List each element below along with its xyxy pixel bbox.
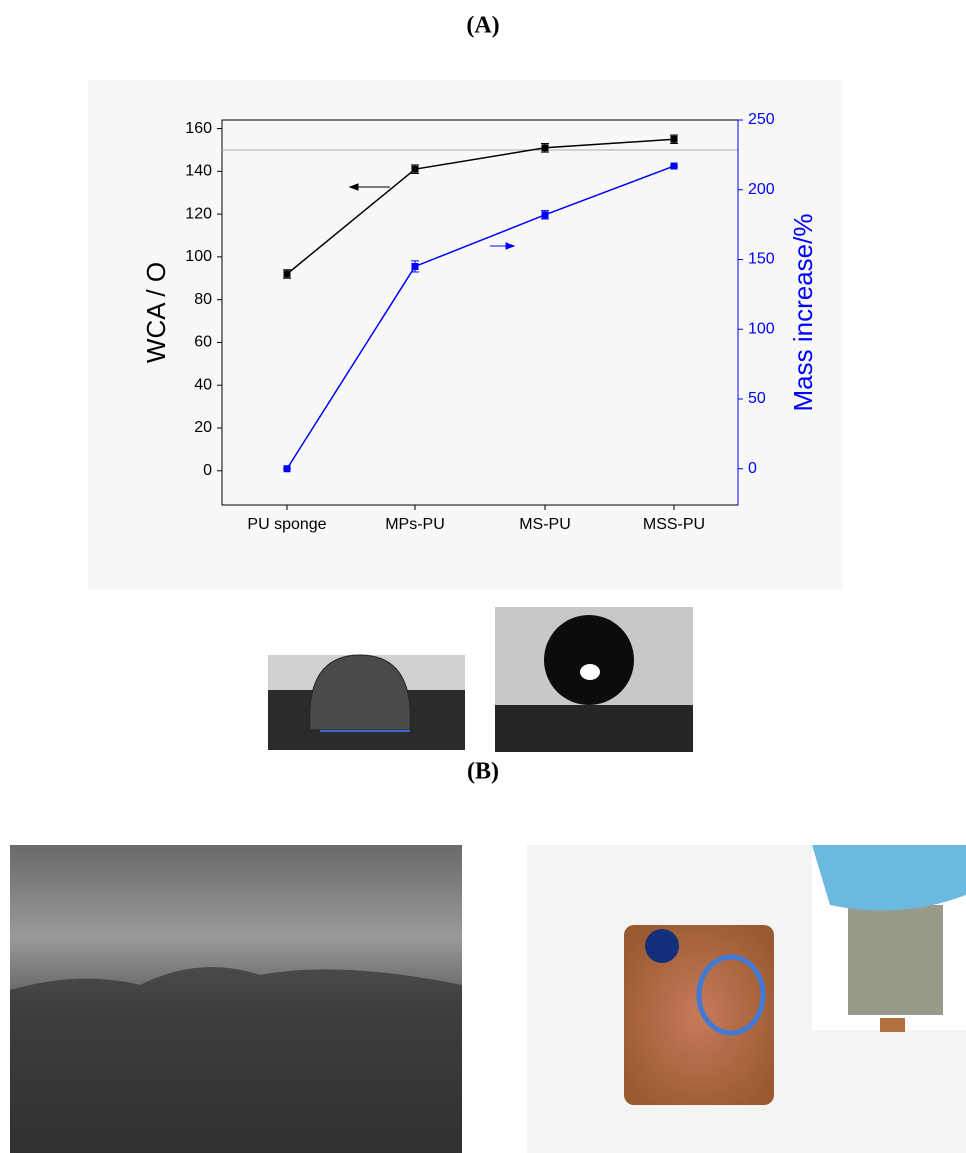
y2-tick-label: 150	[748, 251, 775, 268]
y-tick-label: 120	[185, 205, 212, 222]
point	[670, 162, 678, 170]
x-tick-label: PU sponge	[247, 516, 326, 533]
sponge-photo	[527, 845, 966, 1153]
panel-label: (A)	[466, 13, 499, 39]
y2-tick-label: 50	[748, 390, 766, 407]
y2-tick-label: 250	[748, 111, 775, 128]
y-tick-label: 100	[185, 248, 212, 265]
y-axis-label: WCA / O	[141, 262, 171, 363]
droplet-photo	[495, 607, 693, 752]
y-tick-label: 20	[194, 419, 212, 436]
y-tick-label: 80	[194, 291, 212, 308]
sponge-photo	[10, 845, 462, 1153]
y-tick-label: 160	[185, 120, 212, 137]
y2-tick-label: 200	[748, 181, 775, 198]
series-line	[286, 138, 675, 275]
y-tick-label: 60	[194, 334, 212, 351]
y2-tick-label: 0	[748, 460, 757, 477]
y-tick-label: 140	[185, 163, 212, 180]
series-line	[286, 165, 675, 470]
y2-axis-label: Mass increase/%	[788, 214, 818, 412]
point	[670, 135, 678, 143]
arrow	[490, 242, 516, 250]
point	[541, 144, 549, 152]
arrow	[348, 183, 390, 191]
point	[283, 270, 291, 278]
y2-tick-label: 100	[748, 320, 775, 337]
x-tick-label: MSS-PU	[643, 516, 705, 533]
x-tick-label: MS-PU	[519, 516, 571, 533]
y-tick-label: 0	[203, 462, 212, 479]
x-tick-label: MPs-PU	[385, 516, 445, 533]
point	[411, 262, 419, 270]
point	[411, 165, 419, 173]
point	[283, 465, 291, 473]
point	[541, 211, 549, 219]
panel-label: (B)	[467, 759, 499, 785]
droplet-photo	[268, 654, 465, 750]
y-tick-label: 40	[194, 376, 212, 393]
